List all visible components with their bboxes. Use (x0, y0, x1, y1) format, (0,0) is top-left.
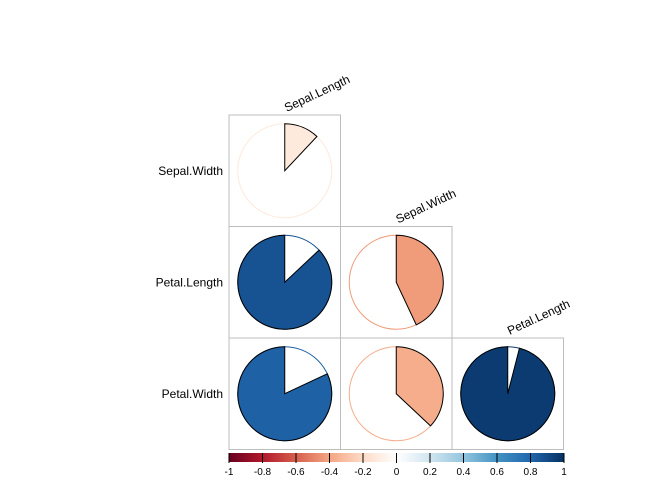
colorbar-tick-label: 0.8 (524, 467, 538, 478)
cell-petal-length-sepal-width-wedge (395, 234, 444, 326)
colorbar: -1 -0.8 -0.6 -0.4 -0.2 0 0.2 0.4 0.6 0.8 1 (225, 453, 567, 478)
colorbar-tick-label: -0.4 (321, 467, 339, 478)
correlation-cells (228, 114, 564, 450)
cell-petal-width-petal-length-border (451, 337, 564, 450)
colorbar-tick-label: -1 (225, 467, 234, 478)
colorbar-tick-label: 0.2 (423, 467, 437, 478)
colorbar-tick-label: -0.2 (354, 467, 372, 478)
colorbar-tick-label: 0.6 (490, 467, 504, 478)
colorbar-ticks: -1 -0.8 -0.6 -0.4 -0.2 0 0.2 0.4 0.6 0.8 1 (225, 453, 567, 478)
row-label-petal-width: Petal.Width (162, 387, 223, 401)
colorbar-tick-label: 1 (561, 467, 567, 478)
row-labels: Sepal.Width Petal.Length Petal.Width (156, 164, 223, 401)
column-label-petal-length: Petal.Length (505, 297, 572, 338)
column-label-sepal-width: Sepal.Width (394, 186, 459, 226)
cell-petal-width-petal-length-wedge (460, 346, 556, 442)
colorbar-tick-label: -0.6 (287, 467, 305, 478)
colorbar-tick-label: 0 (394, 467, 400, 478)
colorbar-tick-label: -0.8 (254, 467, 272, 478)
cell-petal-width-sepal-width-wedge (395, 346, 444, 427)
cell-sepal-width-sepal-length-wedge (284, 123, 318, 173)
row-label-petal-length: Petal.Length (156, 275, 223, 289)
cell-petal-width-sepal-length-wedge (237, 346, 333, 442)
colorbar-tick-label: 0.4 (457, 467, 471, 478)
column-label-sepal-length: Sepal.Length (282, 72, 352, 115)
cell-petal-length-sepal-length-wedge (237, 234, 333, 330)
row-label-sepal-width: Sepal.Width (158, 164, 223, 178)
